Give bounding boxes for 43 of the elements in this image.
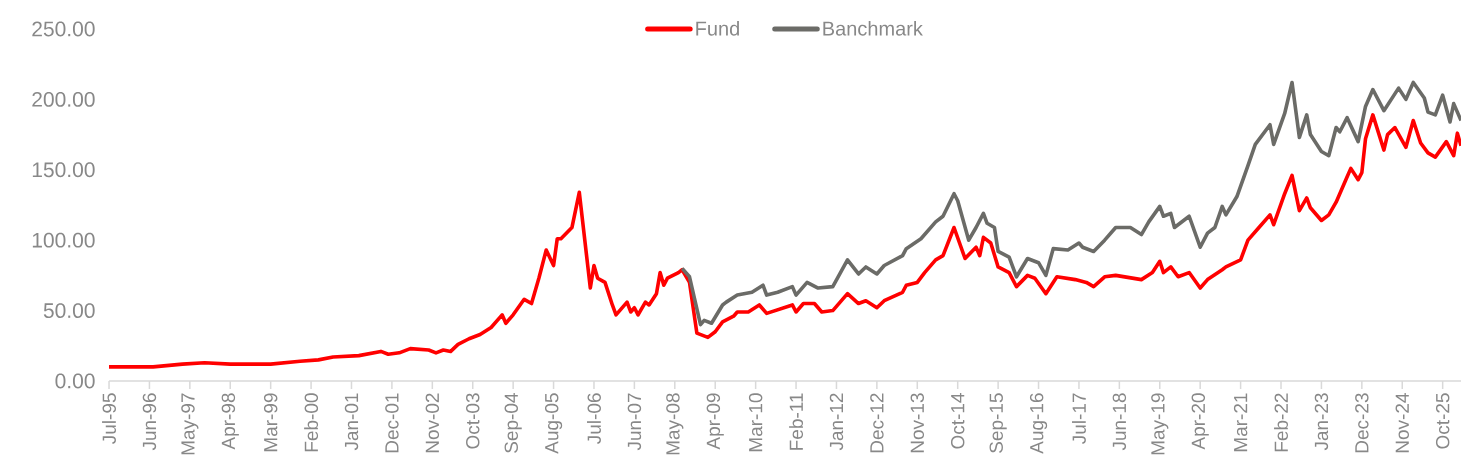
x-tick-label: Jun-18 [1112,393,1127,451]
x-tick-label: Mar-10 [748,393,763,452]
x-tick-label: Dec-01 [385,393,399,453]
x-tick-label: Nov-13 [910,393,925,453]
x-tick-label: Nov-02 [425,393,440,453]
x-tick-label: Apr-98 [221,393,239,450]
x-tick-label: Dec-23 [1355,393,1369,453]
x-tick-label: Feb-22 [1274,393,1288,452]
y-tick-label: 50.00 [43,303,95,319]
x-tick-label: Jan-01 [344,393,359,451]
x-tick-label: Feb-11 [789,393,804,450]
x-tick-label: Feb-00 [304,393,319,452]
x-tick-label: Mar-99 [263,393,278,452]
line-series [680,80,1461,327]
y-tick-label: 200.00 [32,91,95,107]
x-tick-label: Oct-03 [466,393,480,449]
x-tick-label: Apr-20 [1191,393,1209,450]
x-tick-label: Nov-24 [1395,393,1409,453]
x-tick-label: Sep-04 [504,393,522,453]
y-tick-label: 100.00 [32,232,95,248]
x-tick-label: Jul-95 [102,393,116,444]
x-tick-label: Jul-06 [587,393,601,444]
legend-label: Banchmark [823,20,923,36]
x-tick-label: Jul-17 [1071,393,1086,444]
x-tick-label: Sep-15 [989,393,1007,453]
x-tick-label: Aug-05 [544,393,563,454]
x-tick-label: Apr-09 [706,393,724,450]
x-tick-label: Jun-07 [627,393,642,451]
x-tick-label: Oct-25 [1435,393,1450,449]
x-tick-label: May-97 [181,393,199,455]
x-tick-label: Jan-23 [1314,393,1329,451]
x-tick-label: Oct-14 [950,393,965,449]
y-tick-label: 150.00 [32,162,95,178]
legend-label: Fund [696,20,739,36]
x-tick-label: May-08 [666,393,684,455]
y-tick-label: 0.00 [55,373,95,389]
x-tick-label: Dec-12 [870,393,884,453]
x-tick-label: Mar-21 [1233,393,1248,452]
x-tick-label: Aug-16 [1029,393,1048,454]
x-tick-label: Jan-12 [829,393,844,451]
x-tick-label: May-19 [1151,393,1169,455]
x-tick-label: Jun-96 [142,393,157,451]
y-tick-label: 250.00 [32,21,95,37]
